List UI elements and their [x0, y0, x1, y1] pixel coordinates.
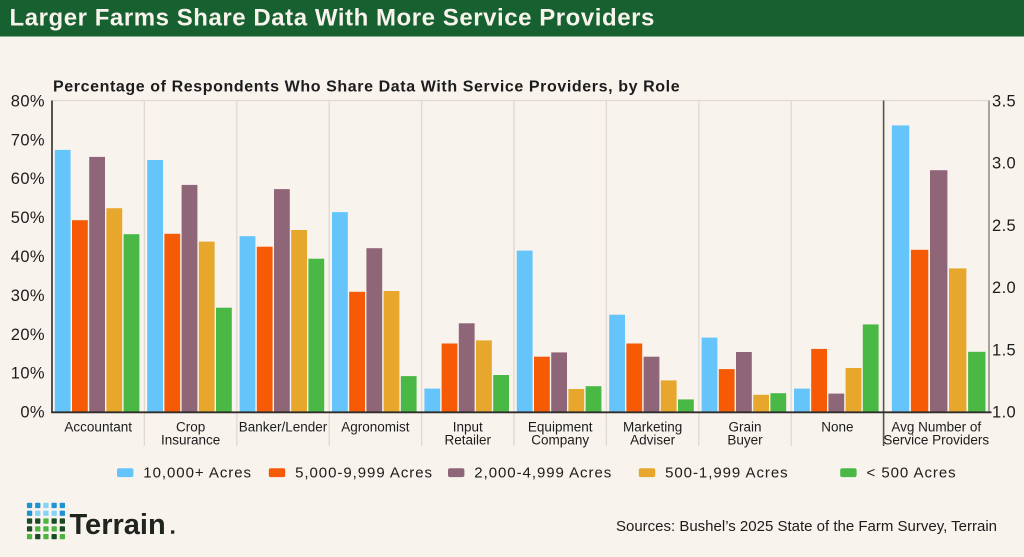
- svg-text:3.5: 3.5: [992, 93, 1016, 111]
- svg-text:2.0: 2.0: [992, 279, 1016, 297]
- svg-text:Marketing: Marketing: [623, 420, 682, 435]
- svg-text:40%: 40%: [11, 248, 45, 266]
- svg-text:None: None: [821, 420, 853, 435]
- svg-text:50%: 50%: [11, 209, 45, 227]
- svg-text:5,000-9,999 Acres: 5,000-9,999 Acres: [295, 465, 433, 482]
- svg-text:Agronomist: Agronomist: [341, 420, 410, 435]
- svg-text:Percentage of Respondents Who: Percentage of Respondents Who Share Data…: [53, 79, 680, 96]
- svg-text:Buyer: Buyer: [727, 433, 763, 448]
- svg-text:Insurance: Insurance: [161, 433, 220, 448]
- svg-text:Grain: Grain: [728, 420, 761, 435]
- svg-text:Equipment: Equipment: [528, 420, 593, 435]
- svg-text:3.0: 3.0: [992, 155, 1016, 173]
- svg-text:< 500 Acres: < 500 Acres: [867, 465, 957, 482]
- svg-text:500-1,999 Acres: 500-1,999 Acres: [665, 465, 789, 482]
- svg-text:Adviser: Adviser: [630, 433, 676, 448]
- svg-text:1.5: 1.5: [992, 341, 1016, 359]
- svg-text:10%: 10%: [11, 365, 45, 383]
- svg-text:1.0: 1.0: [992, 404, 1016, 422]
- svg-text:10,000+ Acres: 10,000+ Acres: [143, 465, 252, 482]
- svg-text:Terrain: Terrain: [70, 509, 166, 541]
- svg-text:Banker/Lender: Banker/Lender: [239, 420, 328, 435]
- svg-text:70%: 70%: [11, 131, 45, 149]
- svg-text:80%: 80%: [11, 93, 45, 111]
- svg-text:20%: 20%: [11, 326, 45, 344]
- svg-text:Company: Company: [531, 433, 589, 448]
- svg-text:Larger Farms Share Data With M: Larger Farms Share Data With More Servic…: [10, 5, 655, 32]
- svg-text:Avg Number of: Avg Number of: [891, 420, 981, 435]
- svg-text:0%: 0%: [20, 404, 45, 422]
- svg-text:2.5: 2.5: [992, 217, 1016, 235]
- svg-text:Service Providers: Service Providers: [883, 433, 989, 448]
- svg-text:30%: 30%: [11, 287, 45, 305]
- svg-text:Sources: Bushel’s 2025 State o: Sources: Bushel’s 2025 State of the Farm…: [616, 518, 997, 535]
- svg-text:Crop: Crop: [176, 420, 205, 435]
- svg-text:60%: 60%: [11, 170, 45, 188]
- svg-text:Retailer: Retailer: [445, 433, 492, 448]
- svg-text:Input: Input: [453, 420, 483, 435]
- svg-text:2,000-4,999 Acres: 2,000-4,999 Acres: [474, 465, 612, 482]
- svg-text:Accountant: Accountant: [64, 420, 132, 435]
